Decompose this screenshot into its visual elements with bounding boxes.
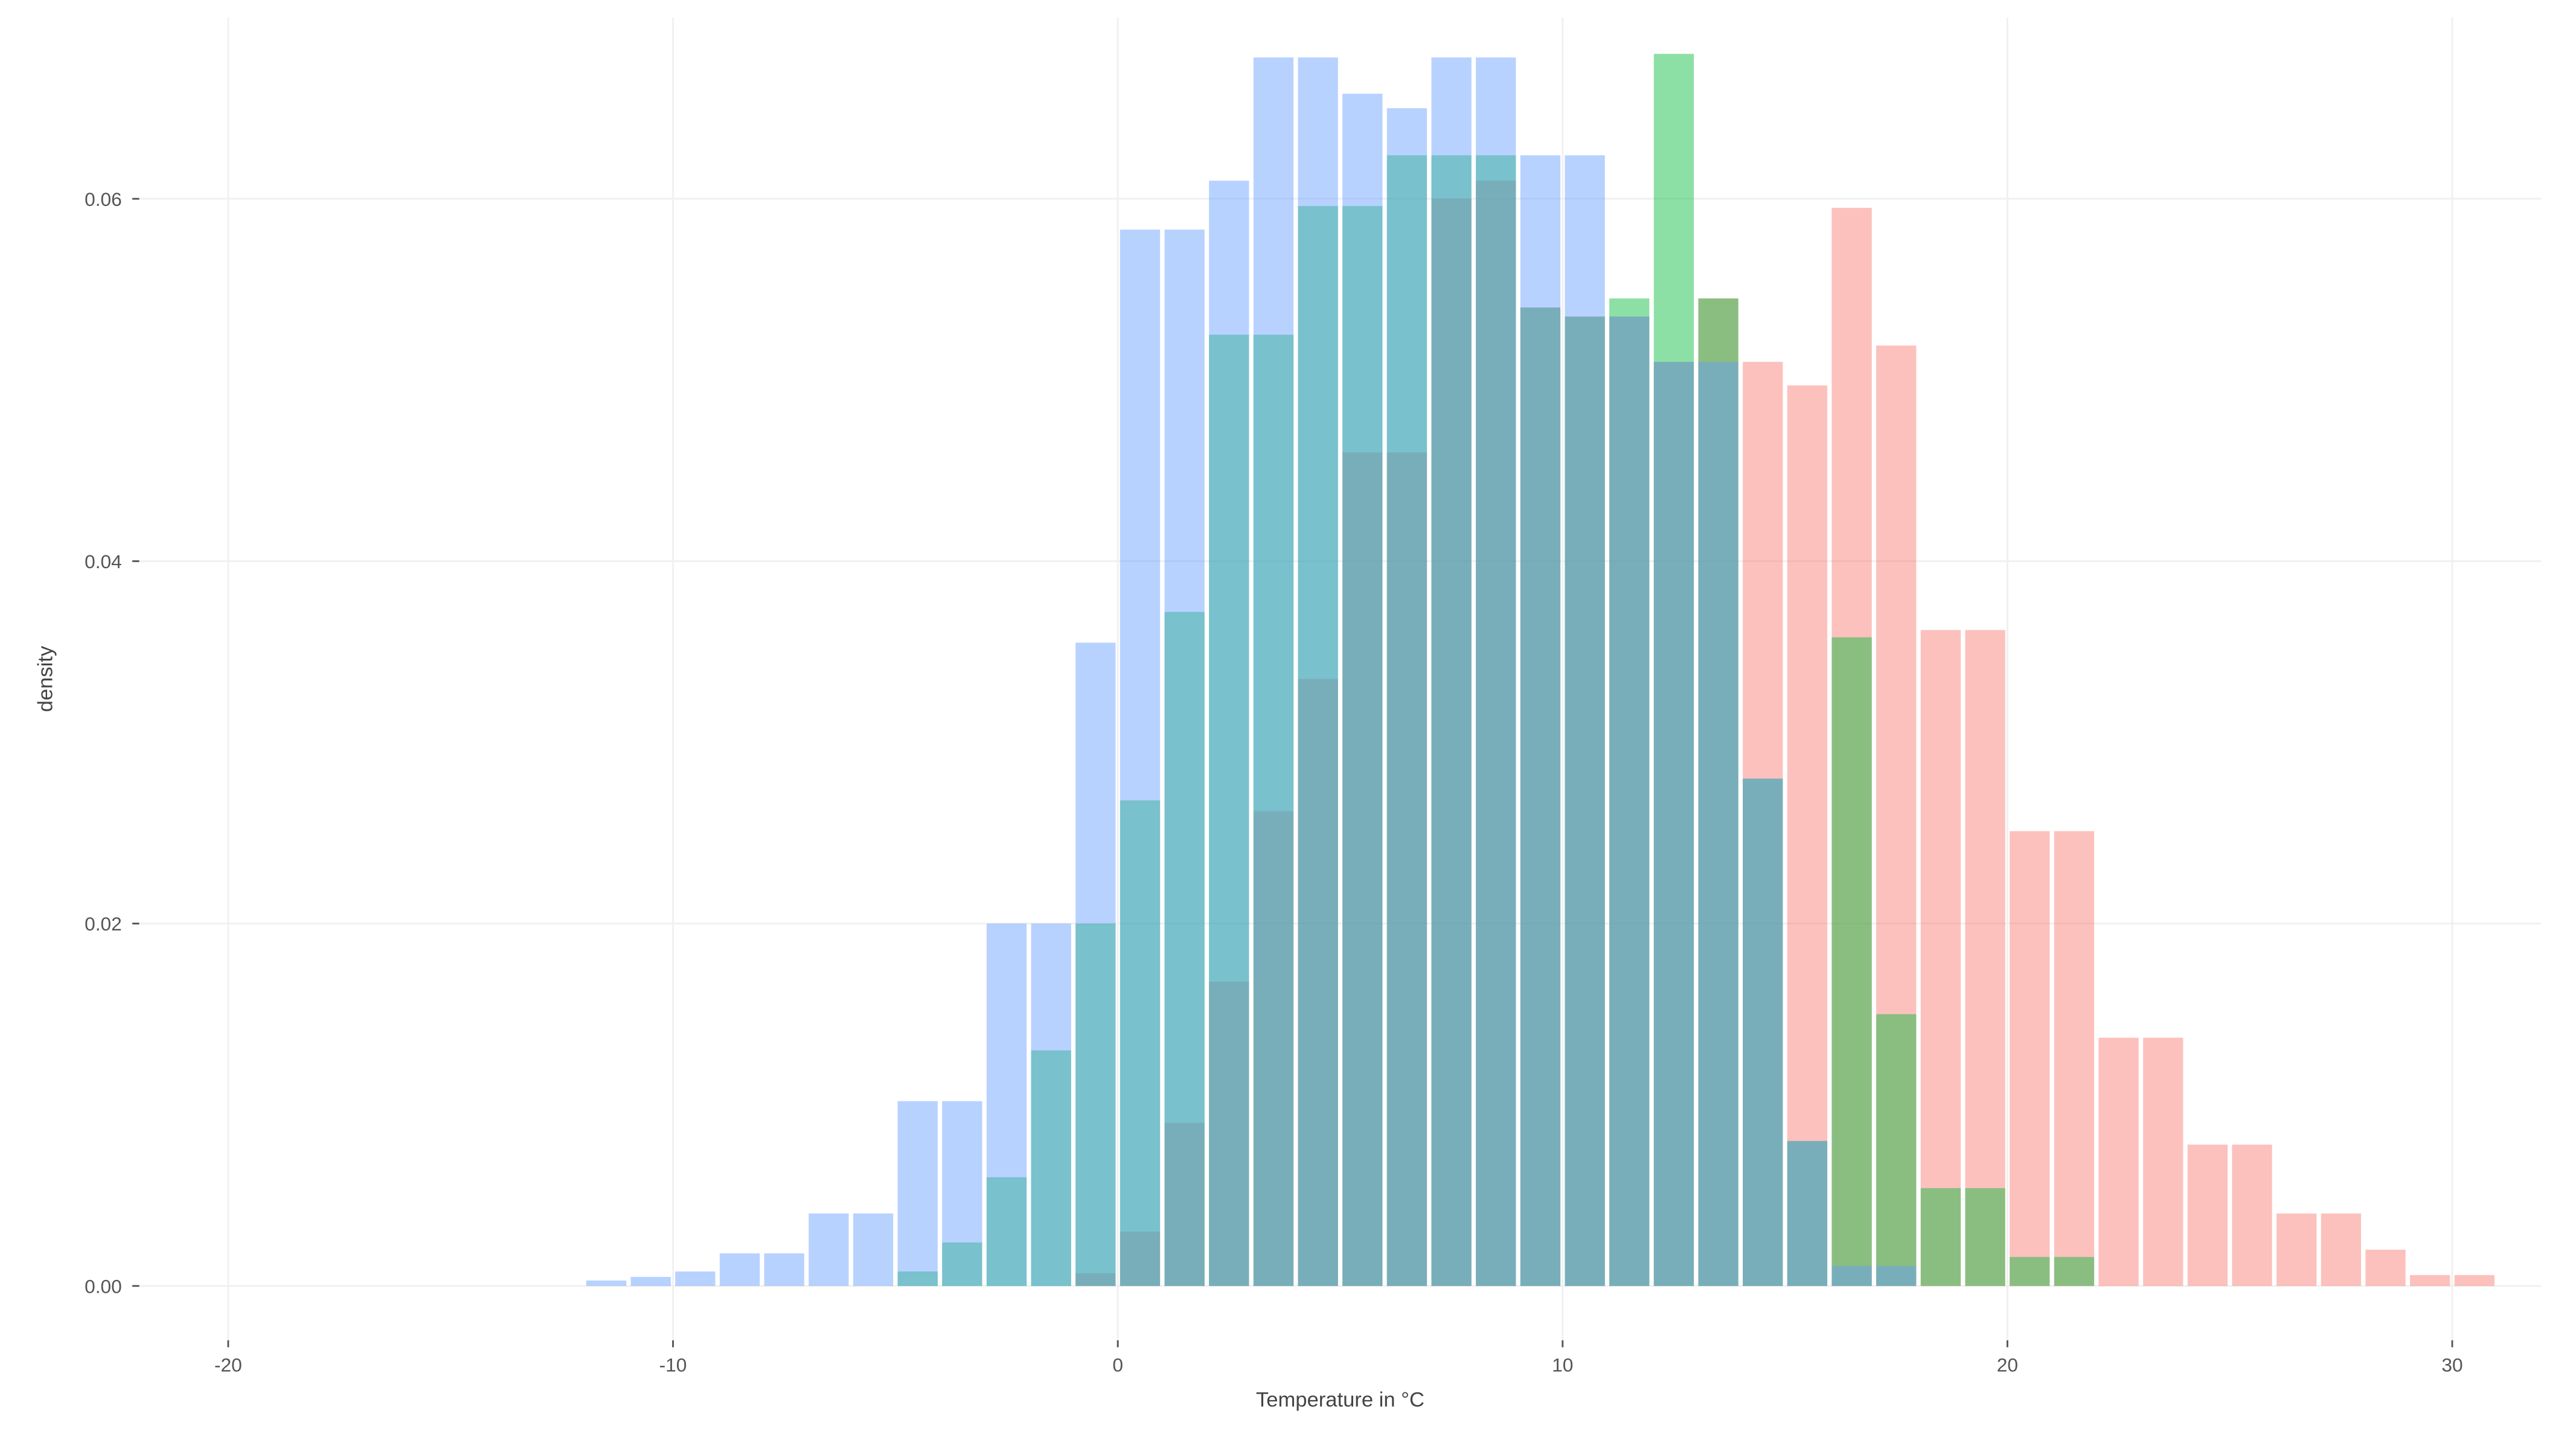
bar (2188, 1145, 2228, 1286)
density-histogram: -20 -10 0 10 20 30 0.00 0.02 0.04 0.06 Temperatu… (0, 0, 2576, 1431)
bar (1921, 630, 1961, 1285)
bar (1031, 924, 1071, 1286)
bar (1743, 779, 1783, 1286)
bar (1609, 316, 1649, 1285)
bar (2098, 1038, 2138, 1286)
bar (1831, 1266, 1871, 1286)
bar (1876, 1266, 1916, 1286)
bar (942, 1101, 982, 1286)
bar (2321, 1214, 2361, 1286)
x-tick-label: -20 (214, 1354, 242, 1376)
bar (1698, 362, 1738, 1285)
bar (809, 1214, 848, 1286)
bar (2276, 1214, 2316, 1286)
bar (1921, 1188, 1961, 1286)
bar (853, 1214, 893, 1286)
x-tick-label: 0 (1112, 1354, 1123, 1376)
bar (1520, 155, 1560, 1286)
bar (1254, 57, 1293, 1286)
bar (987, 924, 1027, 1286)
y-tick-label: 0.06 (85, 188, 122, 210)
bar (1965, 1188, 2005, 1286)
bar (1654, 362, 1694, 1285)
bar (1387, 108, 1427, 1286)
bar (2010, 831, 2049, 1286)
bar (2232, 1145, 2272, 1286)
bar (1120, 229, 1160, 1286)
bar (2365, 1250, 2405, 1286)
bar (2143, 1038, 2183, 1286)
bar (764, 1253, 804, 1286)
bar (1075, 642, 1115, 1285)
bar (2010, 1257, 2049, 1286)
x-tick-label: 10 (1552, 1354, 1573, 1376)
y-tick-label: 0.04 (85, 551, 122, 572)
chart-container: -20 -10 0 10 20 30 0.00 0.02 0.04 0.06 Temperatu… (0, 0, 2576, 1431)
bar (898, 1101, 938, 1286)
y-axis-title: density (34, 645, 57, 712)
bar (2410, 1275, 2450, 1286)
bar (1565, 155, 1604, 1286)
bar (1965, 630, 2005, 1285)
bar (2455, 1275, 2494, 1286)
bar (1342, 94, 1382, 1286)
x-axis: -20 -10 0 10 20 30 (214, 1340, 2463, 1376)
bar (1209, 181, 1249, 1286)
y-tick-label: 0.02 (85, 913, 122, 935)
bar (1876, 1014, 1916, 1286)
x-tick-label: 20 (1997, 1354, 2018, 1376)
bar (1165, 229, 1205, 1286)
bar (675, 1272, 715, 1286)
y-axis: 0.00 0.02 0.04 0.06 (85, 188, 139, 1298)
bar (1787, 1141, 1827, 1286)
bar (631, 1277, 671, 1286)
bar (2054, 1257, 2094, 1286)
x-axis-title: Temperature in °C (1256, 1388, 1424, 1411)
bar (1831, 637, 1871, 1285)
bar (2054, 831, 2094, 1286)
x-tick-label: -10 (659, 1354, 687, 1376)
bar (1431, 57, 1471, 1286)
y-tick-label: 0.00 (85, 1275, 122, 1297)
bar (586, 1281, 626, 1286)
bar (1476, 57, 1516, 1286)
x-tick-label: 30 (2441, 1354, 2462, 1376)
bar (1298, 57, 1338, 1286)
bar (720, 1253, 760, 1286)
